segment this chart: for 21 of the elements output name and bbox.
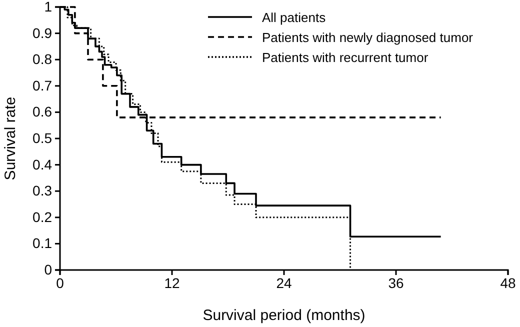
y-tick-label: 0.2 (32, 208, 52, 225)
x-tick-label: 24 (276, 274, 292, 291)
legend-label: Patients with newly diagnosed tumor (262, 30, 474, 45)
y-tick-label: 0.5 (32, 130, 52, 146)
y-tick-label: 0.6 (32, 104, 52, 120)
y-tick-label: 1 (44, 0, 52, 14)
legend-label: Patients with recurrent tumor (262, 50, 429, 65)
y-tick-label: 0.3 (32, 182, 52, 199)
y-axis-title: Survival rate (2, 96, 19, 180)
x-axis-title: Survival period (months) (202, 307, 366, 324)
x-tick-label: 36 (388, 274, 404, 291)
x-tick-label: 48 (500, 274, 516, 291)
y-tick-label: 0.9 (32, 24, 52, 41)
y-tick-label: 0.8 (32, 51, 52, 68)
x-tick-label: 0 (56, 274, 64, 291)
x-tick-label: 12 (164, 274, 180, 291)
legend-label: All patients (262, 10, 326, 25)
y-tick-label: 0 (44, 261, 52, 278)
y-tick-label: 0.4 (32, 156, 52, 172)
y-tick-label: 0.7 (32, 77, 52, 94)
y-tick-label: 0.1 (32, 235, 52, 252)
